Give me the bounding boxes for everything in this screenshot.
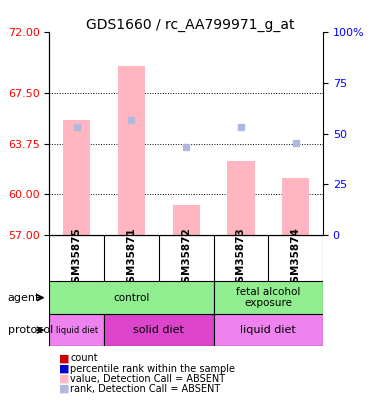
Text: ■: ■ [59,364,70,373]
Text: count: count [70,354,98,363]
Text: liquid diet: liquid diet [56,326,98,335]
Text: control: control [113,293,150,303]
Text: GSM35872: GSM35872 [181,227,191,290]
FancyBboxPatch shape [214,281,323,314]
Text: GSM35874: GSM35874 [291,227,301,290]
FancyBboxPatch shape [49,314,104,346]
FancyBboxPatch shape [49,281,214,314]
Bar [282,178,309,235]
Text: GSM35875: GSM35875 [72,227,82,290]
Text: ■: ■ [59,374,70,384]
Text: protocol: protocol [8,325,53,335]
Bar [63,120,90,235]
Text: GSM35871: GSM35871 [127,227,136,290]
Text: ■: ■ [59,354,70,363]
Text: agent: agent [8,293,40,303]
Text: rank, Detection Call = ABSENT: rank, Detection Call = ABSENT [70,384,220,394]
Text: GSM35873: GSM35873 [236,227,246,290]
Text: percentile rank within the sample: percentile rank within the sample [70,364,235,373]
FancyBboxPatch shape [104,314,214,346]
FancyBboxPatch shape [214,314,323,346]
Bar [173,205,200,235]
Text: value, Detection Call = ABSENT: value, Detection Call = ABSENT [70,374,225,384]
Text: ■: ■ [59,384,70,394]
Text: GDS1660 / rc_AA799971_g_at: GDS1660 / rc_AA799971_g_at [86,18,294,32]
Text: liquid diet: liquid diet [241,325,296,335]
Text: solid diet: solid diet [133,325,184,335]
Text: fetal alcohol
exposure: fetal alcohol exposure [236,287,301,309]
Bar [227,161,255,235]
Bar [118,66,145,235]
